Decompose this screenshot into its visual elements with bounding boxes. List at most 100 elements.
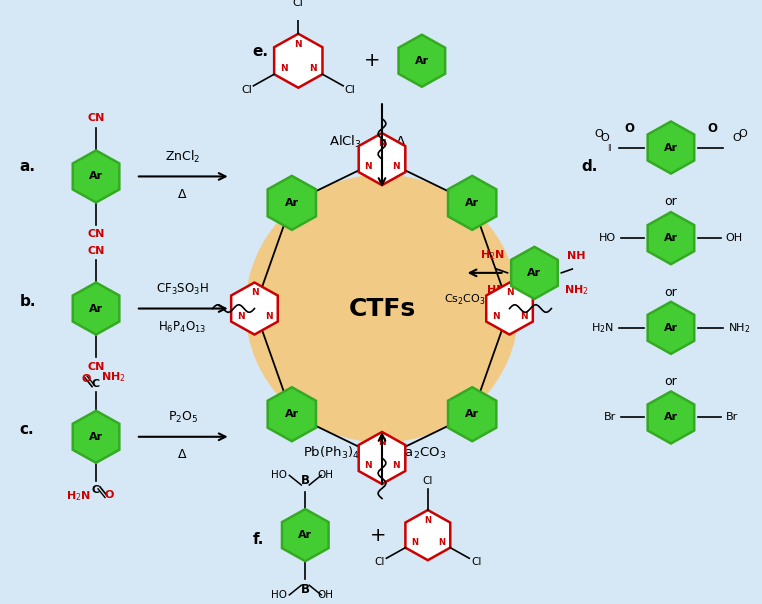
Text: N: N — [424, 516, 431, 525]
Text: O: O — [733, 133, 741, 143]
Polygon shape — [267, 387, 316, 441]
Polygon shape — [359, 133, 405, 185]
Text: AlCl$_3$: AlCl$_3$ — [329, 133, 362, 150]
Text: O: O — [104, 490, 114, 500]
Text: ZnCl$_2$: ZnCl$_2$ — [165, 149, 200, 165]
Polygon shape — [486, 283, 533, 335]
Text: B: B — [301, 474, 310, 487]
Text: HO: HO — [271, 590, 287, 600]
Text: a.: a. — [19, 159, 35, 175]
Text: N: N — [378, 438, 386, 447]
Text: N: N — [294, 40, 302, 49]
Text: O: O — [600, 133, 609, 143]
Text: $\Delta$: $\Delta$ — [178, 188, 188, 201]
Text: N: N — [438, 538, 445, 547]
Polygon shape — [448, 176, 496, 230]
Text: N: N — [520, 312, 527, 321]
Text: NH: NH — [567, 251, 585, 260]
Text: H$_2$N: H$_2$N — [66, 490, 91, 504]
Text: N: N — [392, 162, 400, 172]
Text: H$_2$N: H$_2$N — [480, 249, 505, 262]
Text: Ar: Ar — [285, 198, 299, 208]
Polygon shape — [231, 283, 278, 335]
Text: Cl: Cl — [374, 557, 385, 567]
Text: N: N — [491, 312, 499, 321]
Text: N: N — [364, 461, 372, 471]
Polygon shape — [274, 34, 322, 88]
Polygon shape — [648, 121, 694, 173]
Polygon shape — [511, 247, 558, 299]
Text: NH$_2$: NH$_2$ — [728, 321, 751, 335]
Text: O: O — [624, 122, 634, 135]
Text: NH$_2$: NH$_2$ — [101, 370, 126, 384]
Text: N: N — [506, 289, 514, 297]
Text: Ar: Ar — [664, 233, 678, 243]
Text: H$_2$N: H$_2$N — [591, 321, 614, 335]
Text: d.: d. — [581, 159, 597, 175]
Text: HN: HN — [488, 285, 506, 295]
Text: Ar: Ar — [298, 530, 312, 540]
Text: +: + — [370, 525, 386, 545]
Text: N: N — [392, 461, 400, 471]
Text: OH: OH — [317, 471, 333, 480]
Text: Ar: Ar — [664, 323, 678, 333]
Text: H$_6$P$_4$O$_{13}$: H$_6$P$_4$O$_{13}$ — [158, 320, 207, 335]
Text: HO: HO — [271, 471, 287, 480]
Text: CF$_3$SO$_3$H: CF$_3$SO$_3$H — [156, 282, 209, 297]
Text: or: or — [664, 375, 677, 388]
Text: Ar: Ar — [465, 410, 479, 419]
Text: N: N — [411, 538, 418, 547]
Text: O: O — [82, 374, 91, 384]
Text: HO: HO — [599, 233, 616, 243]
Text: CN: CN — [88, 245, 104, 255]
Text: OH: OH — [317, 590, 333, 600]
Text: Ar: Ar — [527, 268, 542, 278]
Polygon shape — [648, 391, 694, 443]
Text: b.: b. — [19, 294, 36, 309]
Text: B: B — [301, 583, 310, 596]
Text: NH$_2$: NH$_2$ — [564, 283, 588, 297]
Polygon shape — [648, 302, 694, 354]
Text: OH: OH — [725, 233, 743, 243]
Text: Ar: Ar — [89, 172, 103, 181]
Text: Ar: Ar — [664, 413, 678, 422]
Polygon shape — [448, 387, 496, 441]
Polygon shape — [72, 411, 120, 463]
Text: CTFs: CTFs — [348, 297, 415, 321]
Text: N: N — [378, 139, 386, 148]
Text: c.: c. — [19, 422, 34, 437]
Polygon shape — [72, 283, 120, 335]
Text: Cl: Cl — [423, 476, 433, 486]
Text: N: N — [280, 65, 287, 73]
Polygon shape — [267, 176, 316, 230]
Text: f.: f. — [252, 533, 264, 547]
Text: Ar: Ar — [89, 304, 103, 313]
Text: N: N — [237, 312, 245, 321]
Polygon shape — [405, 510, 450, 560]
Text: Ar: Ar — [465, 198, 479, 208]
Ellipse shape — [245, 175, 519, 443]
Text: Br: Br — [604, 413, 616, 422]
Text: Ar: Ar — [285, 410, 299, 419]
Text: Cl: Cl — [471, 557, 482, 567]
Text: Cl: Cl — [344, 85, 356, 95]
Text: Ar: Ar — [89, 432, 103, 442]
Text: Br: Br — [725, 413, 738, 422]
Text: or: or — [664, 286, 677, 298]
Text: N: N — [251, 289, 258, 297]
Text: N: N — [364, 162, 372, 172]
Text: $\Delta$: $\Delta$ — [395, 135, 406, 149]
Polygon shape — [282, 509, 328, 561]
Text: O: O — [738, 129, 747, 139]
Text: C: C — [92, 485, 100, 495]
Text: Pb(Ph$_3$)$_4$: Pb(Ph$_3$)$_4$ — [303, 445, 360, 461]
Text: or: or — [664, 195, 677, 208]
Text: Cl: Cl — [293, 0, 304, 8]
Text: $\|$: $\|$ — [607, 142, 611, 153]
Text: CN: CN — [88, 362, 104, 371]
Text: Ar: Ar — [664, 143, 678, 153]
Text: O: O — [595, 129, 604, 139]
Polygon shape — [359, 432, 405, 484]
Polygon shape — [648, 212, 694, 264]
Polygon shape — [399, 34, 445, 87]
